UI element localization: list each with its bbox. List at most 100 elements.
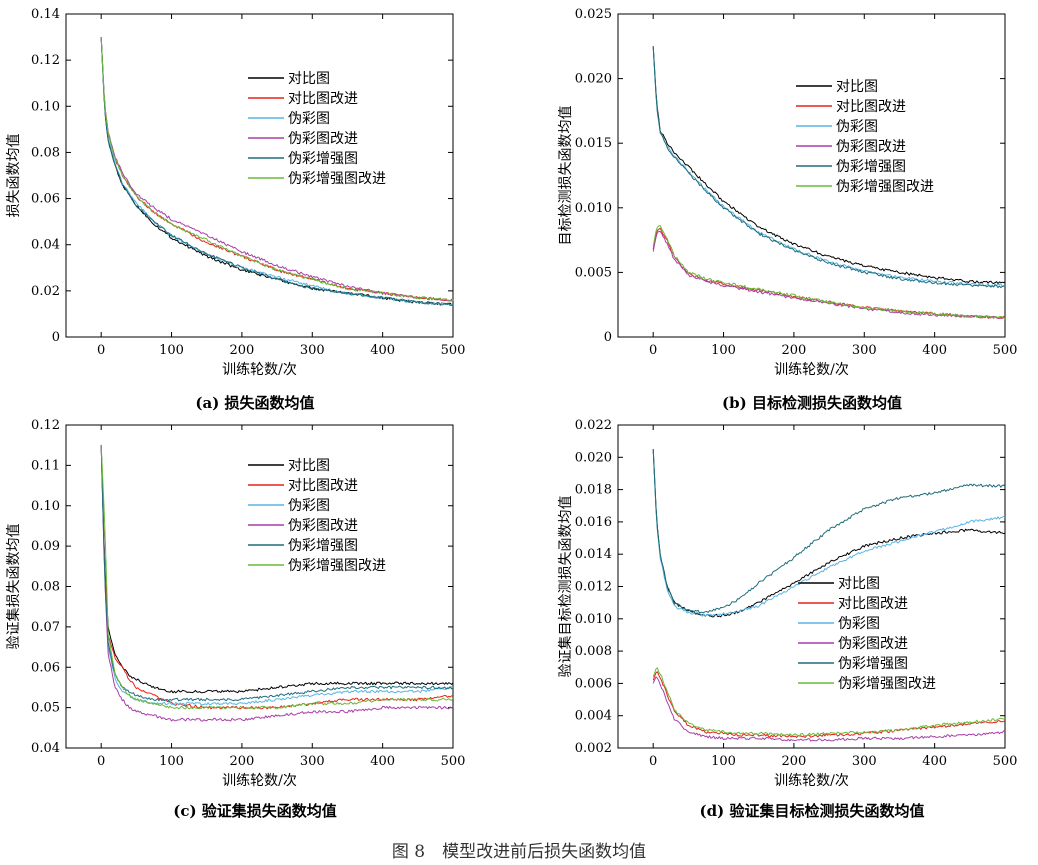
y-tick-label: 0.06	[31, 192, 60, 207]
series-line	[100, 444, 454, 706]
series-line	[652, 676, 1006, 742]
legend-label: 伪彩增强图改进	[836, 179, 934, 195]
series-line	[652, 46, 1006, 289]
y-axis-title: 验证集损失函数均值	[5, 524, 22, 650]
x-tick-label: 100	[159, 754, 184, 769]
y-tick-label: 0.002	[575, 741, 612, 756]
legend-label: 伪彩增强图改进	[288, 558, 386, 574]
series-line	[652, 231, 1006, 319]
legend-label: 伪彩图改进	[288, 131, 358, 147]
x-tick-label: 200	[229, 343, 254, 358]
legend-label: 对比图改进	[288, 91, 358, 107]
series-line	[100, 37, 454, 306]
legend-label: 伪彩图	[288, 111, 330, 127]
series-line	[100, 445, 454, 722]
y-tick-label: 0.10	[31, 99, 60, 114]
y-tick-label: 0.06	[31, 660, 60, 675]
y-tick-label: 0	[52, 330, 60, 345]
y-tick-label: 0.02	[31, 284, 60, 299]
series-line	[652, 227, 1006, 319]
x-tick-label: 0	[97, 343, 105, 358]
x-tick-label: 500	[993, 343, 1018, 358]
series-line	[100, 445, 454, 694]
y-tick-label: 0.12	[31, 418, 60, 433]
y-tick-label: 0.008	[575, 644, 612, 659]
panel-d: 0 100 200 300 400 500 0.002 0.004 0.006 0.008 0.01…	[557, 418, 1017, 820]
y-tick-label: 0.016	[575, 515, 612, 530]
series-line	[652, 46, 1006, 285]
x-axis-title: 训练轮数/次	[774, 362, 849, 378]
legend-label: 对比图	[838, 576, 880, 592]
y-tick-label: 0.04	[31, 238, 60, 253]
series-line	[652, 671, 1006, 738]
y-tick-label: 0.10	[31, 499, 60, 514]
x-tick-label: 200	[229, 754, 254, 769]
figure-caption: 图 8 模型改进前后损失函数均值	[392, 842, 646, 862]
plot-frame	[65, 13, 454, 338]
y-tick-label: 0.07	[31, 620, 60, 635]
y-tick-label: 0.012	[575, 580, 612, 595]
series-line	[652, 225, 1006, 320]
x-tick-label: 300	[852, 343, 877, 358]
legend-label: 伪彩增强图	[288, 151, 358, 167]
x-tick-label: 100	[711, 754, 736, 769]
x-tick-label: 400	[370, 754, 395, 769]
panel-caption: (c) 验证集损失函数均值	[173, 802, 337, 820]
x-tick-label: 500	[441, 343, 466, 358]
legend-label: 伪彩图	[838, 616, 880, 632]
y-tick-label: 0.018	[575, 483, 612, 498]
y-tick-label: 0.025	[575, 7, 612, 22]
panel-caption: (a) 损失函数均值	[195, 394, 314, 412]
legend-label: 伪彩图	[836, 119, 878, 135]
y-axis-title: 损失函数均值	[6, 134, 22, 218]
x-axis-title: 训练轮数/次	[222, 362, 297, 378]
panel-c: 0 100 200 300 400 500 0.04 0.05 0.06 0.07 0.08 0.09…	[5, 418, 465, 820]
legend-label: 伪彩图改进	[838, 636, 908, 652]
x-tick-label: 500	[441, 754, 466, 769]
x-tick-label: 400	[922, 754, 947, 769]
series-line	[652, 449, 1006, 614]
x-axis-title: 训练轮数/次	[774, 773, 849, 789]
legend-label: 伪彩增强图	[836, 159, 906, 175]
plot-frame	[617, 424, 1006, 749]
y-axis-title: 目标检测损失函数均值	[558, 106, 574, 246]
panel-caption: (b) 目标检测损失函数均值	[722, 394, 902, 412]
legend-label: 伪彩增强图改进	[288, 171, 386, 187]
y-tick-label: 0.14	[31, 7, 60, 22]
x-tick-label: 0	[97, 754, 105, 769]
x-tick-label: 0	[649, 754, 657, 769]
y-tick-label: 0.020	[575, 72, 612, 87]
series-line	[100, 37, 454, 302]
series-line	[100, 37, 454, 307]
legend-label: 对比图	[288, 458, 330, 474]
series-line	[100, 444, 454, 710]
x-tick-label: 500	[993, 754, 1018, 769]
legend-label: 伪彩增强图	[288, 538, 358, 554]
x-tick-label: 300	[852, 754, 877, 769]
x-tick-label: 200	[781, 343, 806, 358]
x-tick-label: 300	[300, 343, 325, 358]
legend-label: 伪彩增强图改进	[838, 676, 936, 692]
legend-label: 对比图改进	[836, 99, 906, 115]
y-tick-label: 0.010	[575, 201, 612, 216]
x-tick-label: 400	[922, 343, 947, 358]
y-tick-label: 0.08	[31, 145, 60, 160]
y-tick-label: 0.015	[575, 136, 612, 151]
x-tick-label: 200	[781, 754, 806, 769]
panel-caption: (d) 验证集目标检测损失函数均值	[700, 802, 925, 820]
legend-label: 对比图改进	[288, 478, 358, 494]
x-axis-title: 训练轮数/次	[222, 773, 297, 789]
y-tick-label: 0.05	[31, 701, 60, 716]
y-tick-label: 0.08	[31, 580, 60, 595]
y-tick-label: 0.010	[575, 612, 612, 627]
y-tick-label: 0.006	[575, 676, 612, 691]
legend-label: 伪彩图改进	[836, 139, 906, 155]
legend-label: 对比图改进	[838, 596, 908, 612]
y-tick-label: 0.004	[575, 709, 612, 724]
x-tick-label: 100	[711, 343, 736, 358]
x-tick-label: 300	[300, 754, 325, 769]
panel-b: 0 100 200 300 400 500 0 0.005 0.010 0.015 0.020 0.0…	[558, 7, 1017, 412]
series-line	[100, 444, 454, 702]
y-tick-label: 0.12	[31, 53, 60, 68]
